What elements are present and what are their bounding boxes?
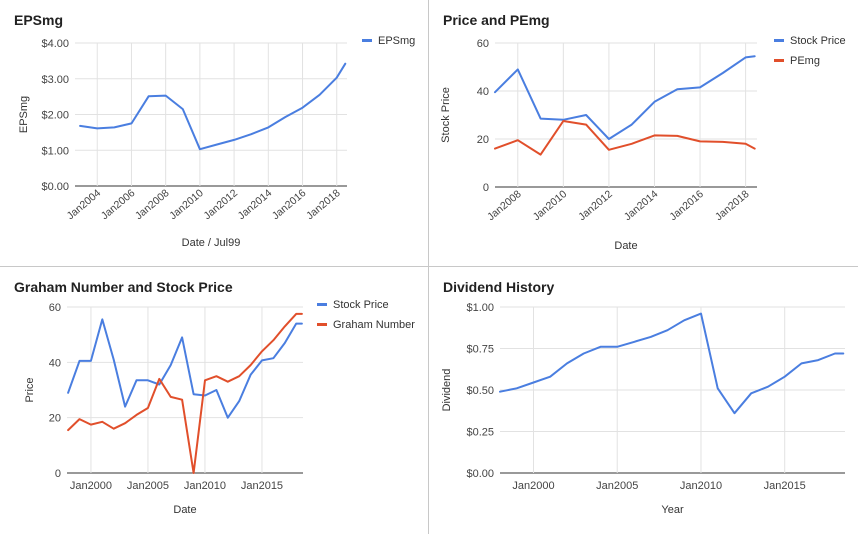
x-tick-label: Jan2018 — [304, 187, 343, 222]
y-tick-label: 40 — [477, 86, 489, 98]
legend-swatch — [317, 323, 327, 326]
x-tick-label: Jan2010 — [184, 480, 226, 492]
legend-label: PEmg — [790, 55, 820, 67]
y-tick-label: 60 — [477, 38, 489, 50]
y-axis-title: EPSmg — [18, 96, 30, 133]
chart-svg: $0.00$1.00$2.00$3.00$4.00Jan2004Jan2006J… — [18, 35, 415, 249]
chart-panel-epsmg: EPSmg $0.00 $1.00 $2.00 $3.00 $4.00 Jan2004 Ja… — [0, 0, 428, 266]
series-line — [494, 120, 756, 156]
y-tick-label: $1.00 — [466, 302, 494, 314]
x-tick-label: Jan2004 — [65, 187, 104, 222]
y-axis-title: Dividend — [441, 369, 453, 412]
chart-title: Price and PEmg — [443, 12, 550, 28]
x-axis-title: Date / Jul99 — [182, 237, 241, 249]
chart-svg: 0 20 40 60 Jan2000 Jan2005 Jan2010 Jan2015 Stock… — [24, 299, 415, 516]
series-line — [67, 312, 303, 474]
chart-panel-price-pemg: Price and PEmg 0 20 40 60 Jan2008 Jan2010 Jan2… — [429, 0, 858, 266]
y-tick-label: $0.00 — [466, 468, 494, 480]
x-tick-label: Jan2015 — [764, 480, 806, 492]
x-tick-label: Jan2018 — [713, 188, 752, 223]
legend-label: Stock Price — [333, 299, 389, 311]
legend-label: Stock Price — [790, 35, 846, 47]
y-tick-label: $0.25 — [466, 427, 494, 439]
y-tick-label: $0.50 — [466, 385, 494, 397]
x-tick-label: Jan2010 — [531, 188, 570, 223]
x-tick-label: Jan2012 — [201, 187, 240, 222]
x-axis-title: Year — [661, 504, 684, 516]
series-line — [494, 55, 756, 140]
legend-label: EPSmg — [378, 35, 415, 47]
x-tick-label: Jan2010 — [680, 480, 722, 492]
chart-title: Graham Number and Stock Price — [14, 279, 233, 295]
y-tick-label: $0.75 — [466, 344, 494, 356]
y-axis-title: Stock Price — [440, 87, 452, 143]
y-tick-label: 0 — [55, 468, 61, 480]
x-tick-label: Jan2012 — [576, 188, 615, 223]
legend-swatch — [317, 303, 327, 306]
x-tick-label: Jan2005 — [127, 480, 169, 492]
legend-swatch — [774, 39, 784, 42]
panel-divider-horizontal — [0, 266, 858, 267]
y-tick-label: $1.00 — [41, 145, 69, 157]
chart-title: Dividend History — [443, 279, 555, 295]
series-line — [499, 312, 845, 415]
legend-swatch — [774, 59, 784, 62]
chart-panel-dividend: Dividend History $0.00 $0.25 $0.50 $0.75 $1.… — [429, 267, 858, 534]
y-axis-title: Price — [24, 377, 36, 402]
series-line — [79, 62, 347, 151]
y-tick-label: $0.00 — [41, 181, 69, 193]
x-tick-label: Jan2016 — [667, 188, 706, 223]
chart-title: EPSmg — [14, 12, 64, 28]
x-tick-label: Jan2006 — [99, 187, 138, 222]
chart-panel-graham: Graham Number and Stock Price 0 20 40 60 Jan… — [0, 267, 428, 534]
x-tick-label: Jan2015 — [241, 480, 283, 492]
y-tick-label: 0 — [483, 182, 489, 194]
y-tick-label: $3.00 — [41, 74, 69, 86]
x-tick-label: Jan2014 — [622, 188, 661, 223]
chart-svg: $0.00 $0.25 $0.50 $0.75 $1.00 Jan2000 Jan2005 J… — [441, 302, 845, 516]
x-tick-label: Jan2000 — [70, 480, 112, 492]
x-tick-label: Jan2010 — [167, 187, 206, 222]
x-tick-label: Jan2016 — [270, 187, 309, 222]
y-tick-label: $2.00 — [41, 110, 69, 122]
y-tick-label: 20 — [49, 413, 61, 425]
y-tick-label: 40 — [49, 357, 61, 369]
x-tick-label: Jan2008 — [133, 187, 172, 222]
legend-swatch — [362, 39, 372, 42]
y-tick-label: 20 — [477, 134, 489, 146]
x-tick-label: Jan2005 — [596, 480, 638, 492]
x-tick-label: Jan2000 — [512, 480, 554, 492]
x-axis-title: Date — [173, 504, 196, 516]
series-line — [67, 318, 303, 419]
x-tick-label: Jan2014 — [236, 187, 275, 222]
y-tick-label: $4.00 — [41, 38, 69, 50]
legend-label: Graham Number — [333, 319, 415, 331]
y-tick-label: 60 — [49, 302, 61, 314]
panel-divider-vertical — [428, 0, 429, 534]
x-tick-label: Jan2008 — [485, 188, 524, 223]
x-axis-title: Date — [614, 240, 637, 252]
